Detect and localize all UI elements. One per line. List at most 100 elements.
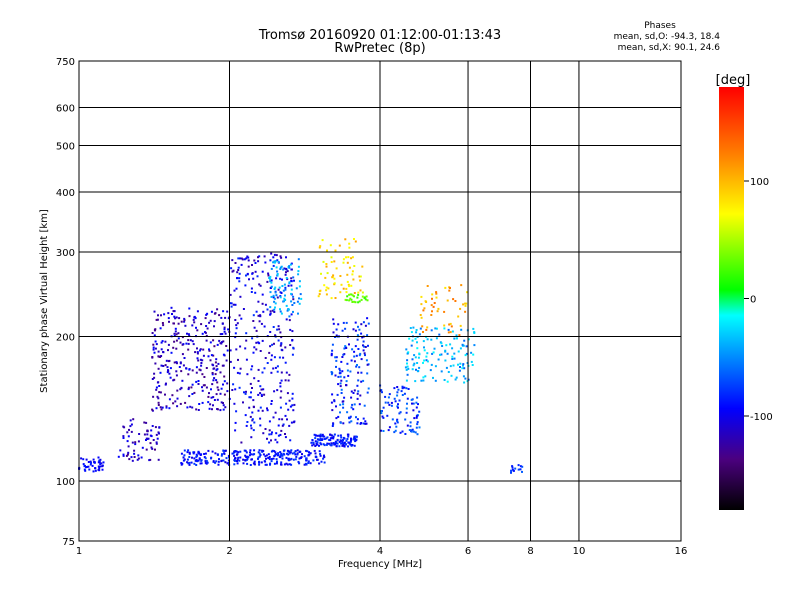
data-point	[449, 287, 451, 289]
data-point	[337, 383, 340, 386]
data-point	[224, 406, 227, 409]
data-point	[320, 272, 322, 275]
data-point	[150, 446, 153, 449]
data-point	[330, 352, 333, 355]
data-point	[443, 324, 446, 327]
data-point	[342, 258, 345, 261]
data-point	[298, 457, 301, 460]
data-point	[151, 356, 154, 359]
data-point	[360, 422, 363, 424]
data-point	[232, 269, 235, 272]
data-point	[235, 410, 238, 413]
data-point	[285, 402, 288, 405]
data-point	[338, 372, 341, 375]
data-point	[268, 433, 271, 436]
data-point	[353, 435, 356, 438]
data-point	[200, 462, 203, 465]
data-point	[352, 408, 355, 411]
data-point	[337, 415, 340, 418]
data-point	[226, 390, 229, 393]
data-point	[443, 310, 446, 313]
data-point	[286, 452, 288, 455]
data-point	[350, 420, 353, 423]
data-point	[234, 336, 237, 339]
data-point	[151, 409, 154, 412]
data-point	[340, 379, 343, 382]
data-point	[236, 460, 238, 463]
data-point	[251, 272, 254, 275]
data-point	[412, 364, 415, 367]
data-point	[298, 462, 301, 465]
data-point	[514, 467, 517, 470]
data-point	[332, 274, 335, 277]
data-point	[182, 459, 185, 462]
data-point	[224, 449, 227, 452]
data-point	[155, 388, 158, 391]
data-point	[276, 389, 279, 392]
data-point	[133, 449, 136, 452]
data-point	[222, 408, 225, 411]
data-point	[286, 463, 289, 466]
data-point	[360, 371, 363, 374]
data-point	[353, 444, 356, 447]
data-point	[274, 306, 276, 309]
data-point	[169, 376, 172, 379]
data-point	[294, 453, 297, 456]
data-point	[416, 341, 418, 344]
data-point	[470, 351, 473, 354]
data-point	[281, 349, 284, 352]
data-point	[156, 395, 159, 398]
data-point	[457, 315, 460, 318]
data-point	[459, 324, 462, 327]
data-point	[171, 394, 174, 397]
data-point	[191, 340, 194, 343]
data-point	[316, 458, 318, 461]
data-point	[332, 331, 335, 334]
data-point	[267, 272, 270, 275]
data-point	[353, 292, 356, 294]
data-point	[200, 453, 203, 456]
data-point	[188, 461, 191, 464]
data-point	[284, 294, 286, 297]
data-point	[244, 392, 247, 395]
data-point	[265, 454, 268, 457]
data-point	[360, 358, 363, 361]
data-point	[282, 423, 285, 426]
data-point	[167, 317, 170, 320]
data-point	[220, 342, 223, 345]
data-point	[240, 257, 243, 260]
data-point	[208, 349, 211, 352]
data-point	[195, 453, 198, 456]
data-point	[355, 416, 357, 419]
data-point	[183, 320, 186, 323]
data-point	[335, 334, 338, 337]
data-point	[240, 263, 243, 266]
data-point	[210, 310, 213, 313]
data-point	[417, 356, 420, 359]
data-point	[145, 439, 147, 441]
data-point	[194, 351, 197, 354]
data-point	[279, 277, 282, 280]
data-point	[257, 457, 259, 460]
data-point	[272, 256, 275, 259]
data-point	[253, 377, 256, 380]
data-point	[393, 397, 396, 400]
data-point	[174, 400, 177, 403]
data-point	[307, 462, 310, 464]
data-point	[262, 449, 265, 452]
data-point	[257, 260, 260, 263]
data-point	[237, 456, 240, 459]
data-point	[335, 356, 338, 359]
data-point	[293, 302, 296, 304]
data-point	[279, 266, 282, 269]
data-point	[273, 300, 276, 303]
data-point	[281, 424, 284, 427]
data-point	[382, 430, 385, 432]
data-point	[167, 312, 170, 315]
data-point	[431, 293, 434, 296]
data-point	[341, 441, 344, 444]
data-point	[176, 397, 179, 400]
data-point	[439, 353, 441, 356]
data-point	[357, 325, 359, 328]
